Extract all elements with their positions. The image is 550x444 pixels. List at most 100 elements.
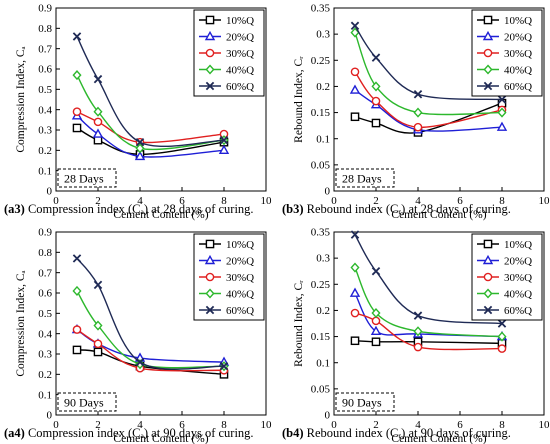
data-point xyxy=(371,81,381,92)
legend-marker xyxy=(483,64,493,75)
legend-entry: 60%Q xyxy=(504,305,532,317)
series-line xyxy=(354,89,503,132)
y-tick-label: 0.9 xyxy=(38,227,52,239)
x-tick-label: 0 xyxy=(53,195,59,207)
data-point xyxy=(350,336,360,346)
days-label: 28 Days xyxy=(57,168,117,188)
series-40pctQ xyxy=(350,27,507,118)
data-point xyxy=(497,344,507,353)
y-tick-label: 0.6 xyxy=(38,288,52,300)
data-point xyxy=(413,90,423,99)
legend-entry: 20%Q xyxy=(226,256,254,268)
chart-b3: 0 0.05 0.1 0.15 0.2 0.25 0.3 0.35 0 2 4 6 8 10 Cement … xyxy=(282,3,550,221)
x-tick-label: 8 xyxy=(499,195,505,207)
x-tick-label: 8 xyxy=(499,419,505,431)
series-40pctQ xyxy=(350,262,507,342)
x-tick-label: 2 xyxy=(373,419,379,431)
chart-caption: (b4) Rebound index (Cᵣ) at 90 days of cu… xyxy=(282,426,511,440)
series-line xyxy=(76,127,225,156)
y-tick-label: 0.4 xyxy=(38,104,52,116)
chart-caption: (a3) Compression index (Cₐ) at 28 days o… xyxy=(4,202,254,216)
legend-entry: 10%Q xyxy=(226,15,254,27)
legend-marker xyxy=(205,305,215,315)
series-line xyxy=(76,329,225,372)
chart-caption: (a4) Compression index (Cₐ) at 90 days o… xyxy=(4,426,254,440)
legend-entry: 60%Q xyxy=(226,81,254,93)
x-axis-label: Cement Content (%) xyxy=(113,433,208,444)
data-point xyxy=(497,319,507,328)
x-tick-label: 4 xyxy=(415,419,421,431)
data-point xyxy=(93,320,103,331)
legend-marker xyxy=(483,81,493,91)
y-tick-label: 0.05 xyxy=(311,159,331,171)
data-point xyxy=(93,117,103,127)
data-point xyxy=(135,143,145,154)
legend-entry: 20%Q xyxy=(504,32,532,44)
x-tick-label: 6 xyxy=(179,419,185,431)
x-tick-label: 8 xyxy=(221,195,227,207)
legend-entry: 10%Q xyxy=(504,239,532,251)
y-tick-label: 0.1 xyxy=(38,165,52,177)
legend-entry: 60%Q xyxy=(504,81,532,93)
data-point xyxy=(93,74,103,84)
x-tick-label: 8 xyxy=(221,419,227,431)
data-point xyxy=(413,326,423,337)
legend-entry: 10%Q xyxy=(504,15,532,27)
chart-caption: (b3) Rebound index (Cᵣ) at 28 days of cu… xyxy=(282,202,511,216)
legend-entry: 40%Q xyxy=(226,289,254,301)
x-tick-label: 10 xyxy=(539,195,550,207)
data-point xyxy=(371,316,381,326)
y-tick-label: 0.1 xyxy=(38,389,52,401)
data-point xyxy=(72,325,82,334)
y-tick-label: 0.8 xyxy=(38,247,52,259)
data-point xyxy=(93,280,103,290)
legend-entry: 20%Q xyxy=(226,32,254,44)
data-point xyxy=(72,123,82,133)
y-tick-label: 0.25 xyxy=(311,279,331,291)
data-point xyxy=(497,331,507,342)
y-axis-label: Rebound Index, Cᵣ xyxy=(293,280,305,367)
y-tick-label: 0.2 xyxy=(38,369,52,381)
data-point xyxy=(413,107,423,118)
data-point xyxy=(93,339,103,349)
x-tick-label: 4 xyxy=(137,195,143,207)
data-point xyxy=(72,285,82,297)
data-point xyxy=(371,307,381,319)
legend-entry: 30%Q xyxy=(504,48,532,60)
days-label-box xyxy=(57,392,117,412)
y-tick-label: 0.25 xyxy=(311,55,331,67)
y-tick-label: 0.5 xyxy=(38,308,52,320)
legend-entry: 40%Q xyxy=(504,65,532,77)
legend-marker xyxy=(482,254,494,265)
y-tick-label: 0 xyxy=(47,186,53,198)
y-tick-label: 0.2 xyxy=(38,145,52,157)
series-line xyxy=(76,111,225,144)
x-tick-label: 6 xyxy=(457,419,463,431)
data-point xyxy=(72,70,82,81)
series-60pctQ xyxy=(350,21,507,104)
y-tick-label: 0.3 xyxy=(316,29,330,41)
y-tick-label: 0.8 xyxy=(38,23,52,35)
plot-frame xyxy=(55,231,267,416)
y-tick-label: 0 xyxy=(325,410,331,422)
series-line xyxy=(354,234,503,325)
y-tick-label: 0.35 xyxy=(311,3,331,15)
data-point xyxy=(496,121,508,131)
data-point xyxy=(349,84,361,94)
x-tick-label: 4 xyxy=(137,419,143,431)
series-line xyxy=(76,290,225,369)
data-point xyxy=(413,311,423,320)
series-line xyxy=(354,71,503,128)
data-point xyxy=(72,107,82,116)
data-point xyxy=(350,230,360,239)
series-60pctQ xyxy=(72,32,229,148)
data-point xyxy=(413,342,423,352)
series-line xyxy=(354,25,503,101)
y-tick-label: 0.3 xyxy=(38,349,52,361)
days-label-box xyxy=(335,168,395,188)
series-line xyxy=(354,312,503,351)
x-axis-label: Cement Content (%) xyxy=(391,433,486,444)
days-label-box xyxy=(57,168,117,188)
legend-marker xyxy=(205,81,215,91)
data-point xyxy=(135,137,145,147)
